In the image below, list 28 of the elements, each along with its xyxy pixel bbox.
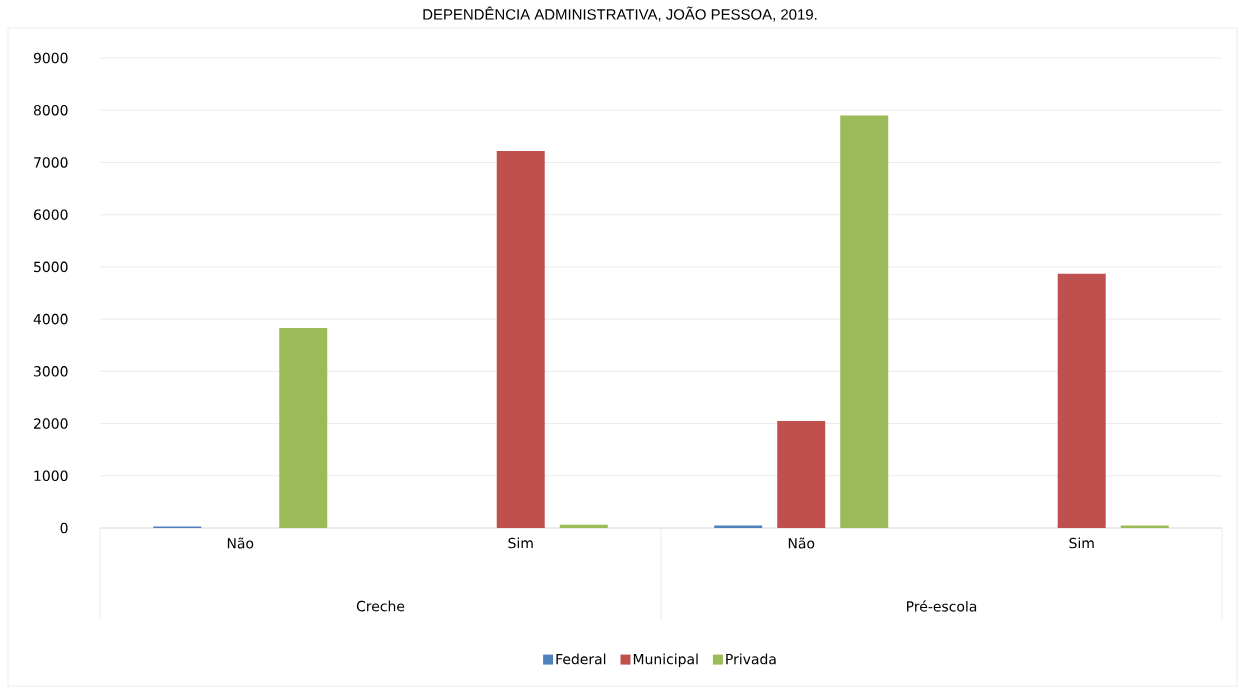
bar <box>714 525 763 528</box>
bar <box>496 150 545 528</box>
bar <box>279 327 328 528</box>
y-tick-label: 4000 <box>33 313 68 325</box>
x-tick-label: Não <box>227 537 254 549</box>
bar <box>777 420 826 528</box>
y-tick-label: 2000 <box>34 418 68 429</box>
y-tick-label: 6000 <box>33 209 68 220</box>
chart-title: DEPENDÊNCIA ADMINISTRATIVA, JOÃO PESSOA, 2019. <box>423 6 817 22</box>
y-tick-label: 8000 <box>33 104 68 116</box>
x-tick-label: Sim <box>1069 537 1094 549</box>
y-tick-label: 0 <box>60 522 68 534</box>
bar <box>559 524 608 528</box>
y-tick-label: 9000 <box>33 52 68 64</box>
y-tick-label: 5000 <box>34 261 68 273</box>
bar <box>1057 273 1106 528</box>
text: Creche <box>356 600 405 612</box>
legend-label: Federal <box>556 653 606 665</box>
legend-label: Privada <box>726 653 776 665</box>
bar <box>1120 525 1169 528</box>
bar <box>840 115 889 528</box>
y-tick-label: 3000 <box>34 366 68 377</box>
x-tick-label: Não <box>788 537 815 549</box>
x-tick-label: Sim <box>508 537 533 549</box>
y-tick-label: 1000 <box>34 470 68 482</box>
legend-label: Municipal <box>633 653 698 668</box>
text: Pré-escola <box>907 600 977 612</box>
y-tick-label: 7000 <box>34 157 68 168</box>
